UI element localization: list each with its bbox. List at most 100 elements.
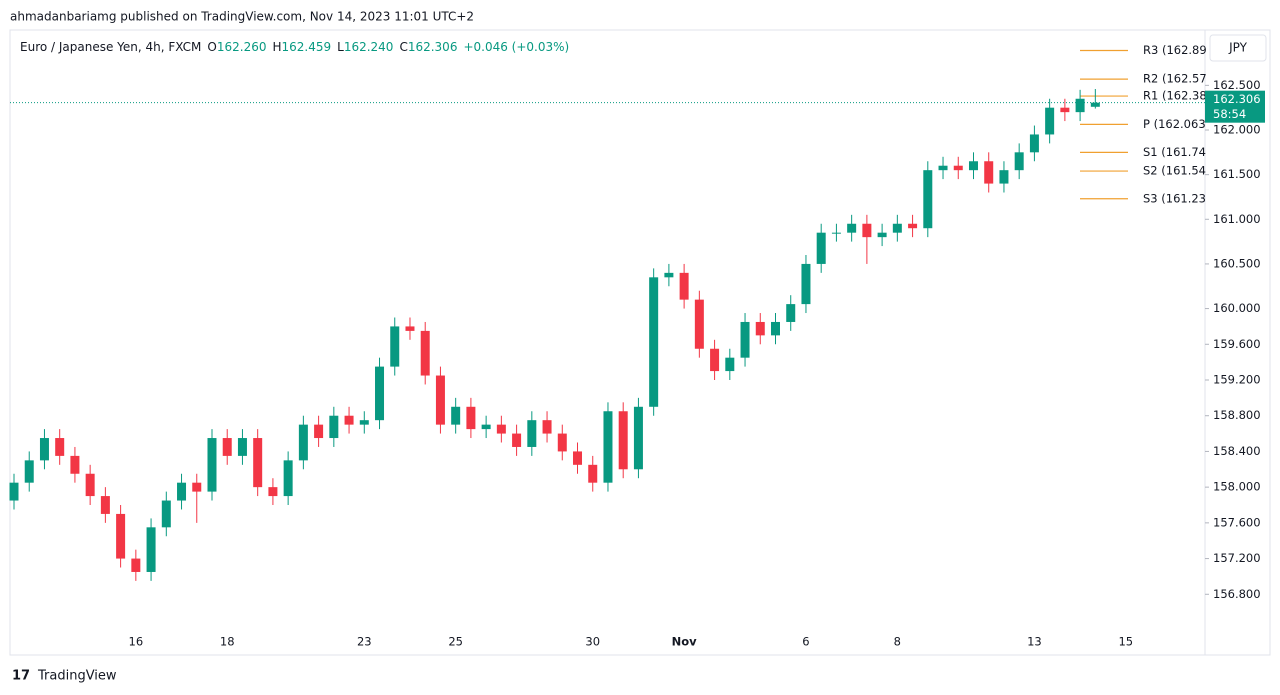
candle-body (100, 496, 110, 514)
y-tick-label: 160.000 (1213, 301, 1261, 315)
candle-body (253, 438, 263, 488)
x-tick-label: 15 (1118, 635, 1133, 649)
candle-body (1075, 98, 1085, 113)
candle-body (390, 326, 400, 367)
candle-body (786, 304, 796, 322)
pivot-label: S1 (161.74 (1143, 145, 1206, 159)
candle-body (816, 232, 826, 264)
candle-body (283, 460, 293, 497)
published-line: ahmadanbariamg published on TradingView.… (10, 10, 474, 24)
candle-body (435, 375, 445, 425)
y-tick-label: 159.200 (1213, 373, 1261, 387)
candle-body (1045, 107, 1055, 135)
candle-body (466, 406, 476, 430)
candle-body (877, 232, 887, 238)
candle-body (633, 406, 643, 470)
symbol-title: Euro / Japanese Yen, 4h, FXCM (20, 40, 201, 54)
bar-countdown: 58:54 (1213, 107, 1246, 121)
legend-field-value: 162.260 (217, 40, 267, 54)
y-tick-label: 160.500 (1213, 256, 1261, 270)
candle-body (375, 366, 385, 421)
candle-body (131, 558, 141, 572)
candle-body (1029, 134, 1039, 153)
candle-body (999, 170, 1009, 184)
y-tick-label: 157.200 (1213, 551, 1261, 565)
candle-body (146, 527, 156, 572)
candle-body (85, 473, 95, 497)
candle-body (344, 415, 354, 425)
candle-body (664, 272, 674, 278)
candle-body (207, 438, 217, 492)
candle-body (649, 277, 659, 407)
candle-body (55, 438, 65, 456)
candle-body (771, 321, 780, 336)
y-tick-label: 157.600 (1213, 515, 1261, 529)
candle-body (953, 165, 963, 171)
legend-field-value: 162.459 (282, 40, 332, 54)
candle-body (329, 415, 339, 439)
candle-body (679, 272, 689, 300)
candle-body (527, 420, 537, 447)
candle-body (892, 223, 902, 233)
candle-body (923, 170, 933, 229)
y-tick-label: 158.400 (1213, 444, 1261, 458)
candle-body (161, 500, 171, 528)
candle-body (177, 482, 187, 501)
candle-body (847, 223, 857, 233)
candle-body (405, 326, 415, 331)
candle-body (588, 464, 598, 483)
x-tick-label: 16 (129, 635, 144, 649)
y-tick-label: 159.600 (1213, 337, 1261, 351)
candle-body (755, 321, 765, 336)
candle-body (314, 424, 324, 439)
legend-field-label: C (399, 40, 407, 54)
candle-body (984, 161, 994, 184)
candle-body (557, 433, 567, 452)
candle-body (496, 424, 506, 434)
candle-body (116, 513, 126, 559)
candle-body (39, 438, 49, 461)
candle-body (451, 406, 461, 425)
candle-body (603, 411, 613, 483)
x-tick-label: Nov (672, 635, 698, 649)
candle-body (968, 161, 978, 171)
candle-body (710, 348, 720, 372)
pivot-label: R1 (162.38 (1143, 89, 1207, 103)
candle-body (70, 455, 80, 474)
x-tick-label: 30 (585, 635, 600, 649)
y-tick-label: 162.000 (1213, 123, 1261, 137)
candle-body (9, 482, 19, 501)
candle-body (1060, 107, 1070, 113)
y-tick-label: 156.800 (1213, 587, 1261, 601)
candle-body (237, 438, 247, 456)
candle-body (1090, 102, 1100, 107)
x-tick-label: 6 (802, 635, 809, 649)
candle-body (573, 451, 583, 465)
chart-frame (9, 29, 1271, 656)
candle-body (268, 487, 278, 497)
pivot-label: P (162.063 (1143, 117, 1206, 131)
y-tick-label: 162.500 (1213, 78, 1261, 92)
footer-brand: TradingView (37, 669, 117, 684)
candle-body (420, 330, 430, 376)
y-tick-label: 158.800 (1213, 408, 1261, 422)
legend-field-label: L (337, 40, 344, 54)
candle-body (801, 263, 811, 305)
candle-body (542, 420, 552, 434)
legend-field-value: 162.306 (408, 40, 458, 54)
last-price-label: 162.306 (1213, 92, 1261, 106)
candle-body (481, 424, 491, 430)
legend-change: +0.046 (+0.03%) (463, 40, 569, 54)
candle-body (222, 438, 232, 456)
legend-line: Euro / Japanese Yen, 4h, FXCM O162.260 H16… (20, 40, 569, 54)
candle-body (298, 424, 308, 461)
candle-body (1014, 152, 1024, 171)
legend-field-label: O (207, 40, 216, 54)
x-tick-label: 25 (448, 635, 463, 649)
candle-body (192, 482, 202, 492)
currency-box (1209, 34, 1267, 62)
logo-mark: 𝟭𝟳 (12, 669, 30, 684)
candle-body (740, 321, 750, 358)
